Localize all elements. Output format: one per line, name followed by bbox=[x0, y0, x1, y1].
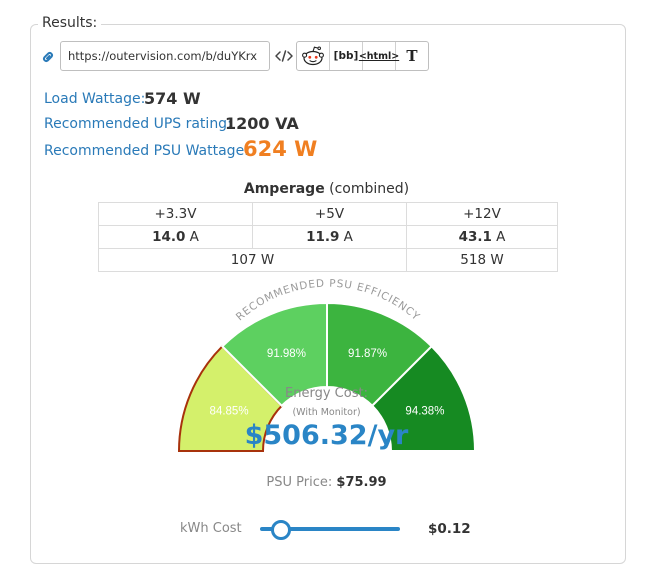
psu-price: PSU Price: $75.99 bbox=[0, 475, 653, 490]
gauge-segment-label-2: 91.98% bbox=[267, 348, 306, 360]
reddit-share-button[interactable] bbox=[297, 42, 330, 70]
rail-5v-name: +5V bbox=[252, 202, 407, 226]
kwh-cost-slider-thumb[interactable] bbox=[271, 520, 291, 540]
amperage-title: Amperage (combined) bbox=[0, 181, 653, 197]
text-icon: T bbox=[406, 47, 418, 65]
link-icon bbox=[43, 52, 53, 62]
rail-names-row: +3.3V +5V +12V bbox=[98, 202, 558, 226]
psu-wattage-value: 624 W bbox=[243, 137, 318, 161]
kwh-cost-slider-track[interactable] bbox=[260, 527, 400, 531]
results-legend: Results: bbox=[38, 15, 102, 31]
rail-12v-amps: 43.1 A bbox=[406, 225, 558, 249]
rail-12v-watts: 518 W bbox=[406, 248, 558, 272]
text-share-button[interactable]: T bbox=[396, 42, 428, 70]
rail-watts-row: 107 W 518 W bbox=[98, 248, 558, 272]
energy-cost-sub: (With Monitor) bbox=[292, 407, 361, 418]
amperage-title-rest: (combined) bbox=[329, 181, 410, 197]
rail-low-watts: 107 W bbox=[98, 248, 407, 272]
efficiency-gauge: RECOMMENDED PSU EFFICIENCY 84.85%91.98% 9… bbox=[177, 278, 477, 452]
rail-12v-name: +12V bbox=[406, 202, 558, 226]
ups-rating-value: 1200 VA bbox=[225, 114, 299, 133]
gauge-segment-label-1: 84.85% bbox=[210, 405, 249, 417]
share-button-group: [bb] <html> T bbox=[296, 41, 429, 71]
load-wattage-value: 574 W bbox=[144, 89, 201, 108]
energy-cost-label: Energy Cost: bbox=[285, 386, 368, 401]
rail-3v3-amps: 14.0 A bbox=[98, 225, 253, 249]
kwh-cost-value: $0.12 bbox=[428, 521, 471, 537]
share-url-input[interactable] bbox=[60, 41, 270, 71]
amperage-table: +3.3V +5V +12V 14.0 A 11.9 A 43.1 A 107 … bbox=[98, 202, 558, 272]
embed-code-icon[interactable] bbox=[274, 48, 294, 64]
bbcode-share-button[interactable]: [bb] bbox=[330, 42, 363, 70]
html-icon: <html> bbox=[358, 50, 400, 62]
psu-price-value: $75.99 bbox=[336, 475, 387, 490]
ups-rating-label: Recommended UPS rating: bbox=[44, 116, 232, 132]
gauge-segment-4[interactable] bbox=[370, 344, 477, 452]
reddit-icon bbox=[302, 46, 324, 66]
energy-cost-value: $506.32/yr bbox=[244, 420, 409, 451]
kwh-cost-label: kWh Cost bbox=[180, 521, 242, 536]
html-share-button[interactable]: <html> bbox=[359, 42, 399, 70]
gauge-segment-label-3: 91.87% bbox=[348, 348, 387, 360]
psu-wattage-label: Recommended PSU Wattage: bbox=[44, 143, 249, 159]
rail-3v3-name: +3.3V bbox=[98, 202, 253, 226]
rail-amps-row: 14.0 A 11.9 A 43.1 A bbox=[98, 225, 558, 249]
psu-price-label: PSU Price: bbox=[266, 475, 333, 490]
bbcode-icon: [bb] bbox=[333, 50, 359, 62]
gauge-segment-label-4: 94.38% bbox=[405, 405, 444, 417]
amperage-title-bold: Amperage bbox=[243, 181, 325, 197]
load-wattage-label: Load Wattage: bbox=[44, 91, 146, 107]
